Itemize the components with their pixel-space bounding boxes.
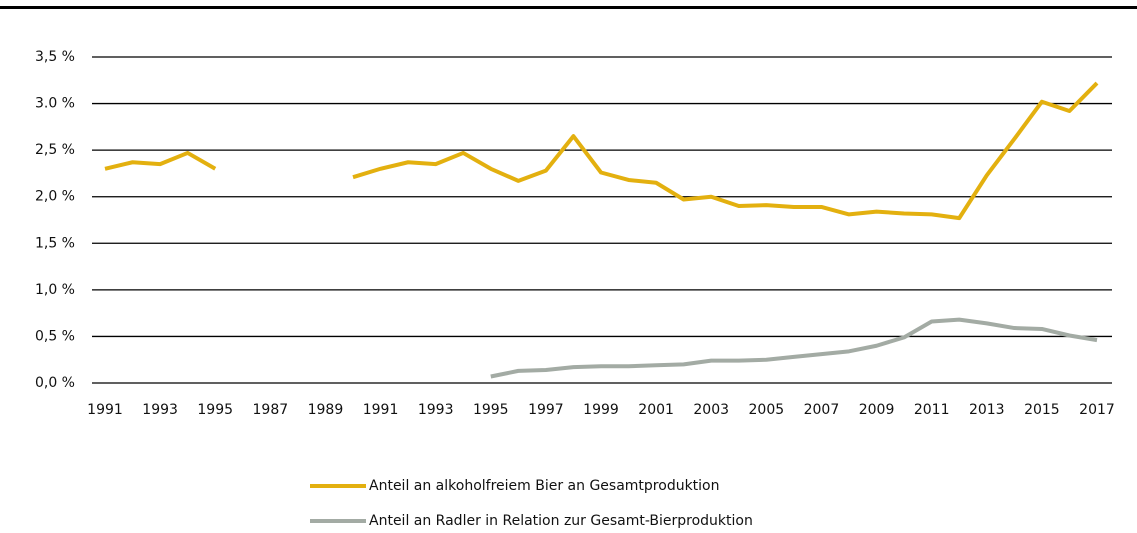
x-tick-label: 1989 (308, 402, 344, 418)
x-tick-label: 2009 (859, 402, 895, 418)
y-tick-label: 0,5 % (35, 328, 75, 344)
legend-label: Anteil an Radler in Relation zur Gesamt-… (369, 513, 753, 529)
x-tick-label: 1993 (142, 402, 178, 418)
y-tick-label: 2,0 % (35, 189, 75, 205)
x-tick-label: 2017 (1079, 402, 1115, 418)
x-tick-label: 2001 (638, 402, 674, 418)
x-tick-label: 1999 (583, 402, 619, 418)
x-tick-label: 1991 (87, 402, 123, 418)
series-line (490, 317, 1098, 379)
x-tick-label: 2011 (914, 402, 950, 418)
x-tick-label: 2007 (804, 402, 840, 418)
x-tick-label: 1993 (418, 402, 454, 418)
x-tick-label: 1991 (363, 402, 399, 418)
x-tick-label: 1997 (528, 402, 564, 418)
x-tick-label: 1987 (253, 402, 289, 418)
y-tick-label: 1,5 % (35, 235, 75, 251)
series-line (104, 81, 1099, 221)
x-tick-label: 1995 (197, 402, 233, 418)
x-tick-label: 2015 (1024, 402, 1060, 418)
legend-label: Anteil an alkoholfreiem Bier an Gesamtpr… (369, 478, 720, 494)
y-tick-label: 3.0 % (35, 96, 75, 112)
y-tick-label: 3,5 % (35, 49, 75, 65)
x-tick-label: 2013 (969, 402, 1005, 418)
x-tick-label: 2003 (693, 402, 729, 418)
top-rule (0, 6, 1137, 9)
y-tick-label: 2,5 % (35, 142, 75, 158)
y-tick-label: 0,0 % (35, 375, 75, 391)
x-tick-label: 1995 (473, 402, 509, 418)
x-tick-label: 2005 (749, 402, 785, 418)
y-tick-label: 1,0 % (35, 282, 75, 298)
